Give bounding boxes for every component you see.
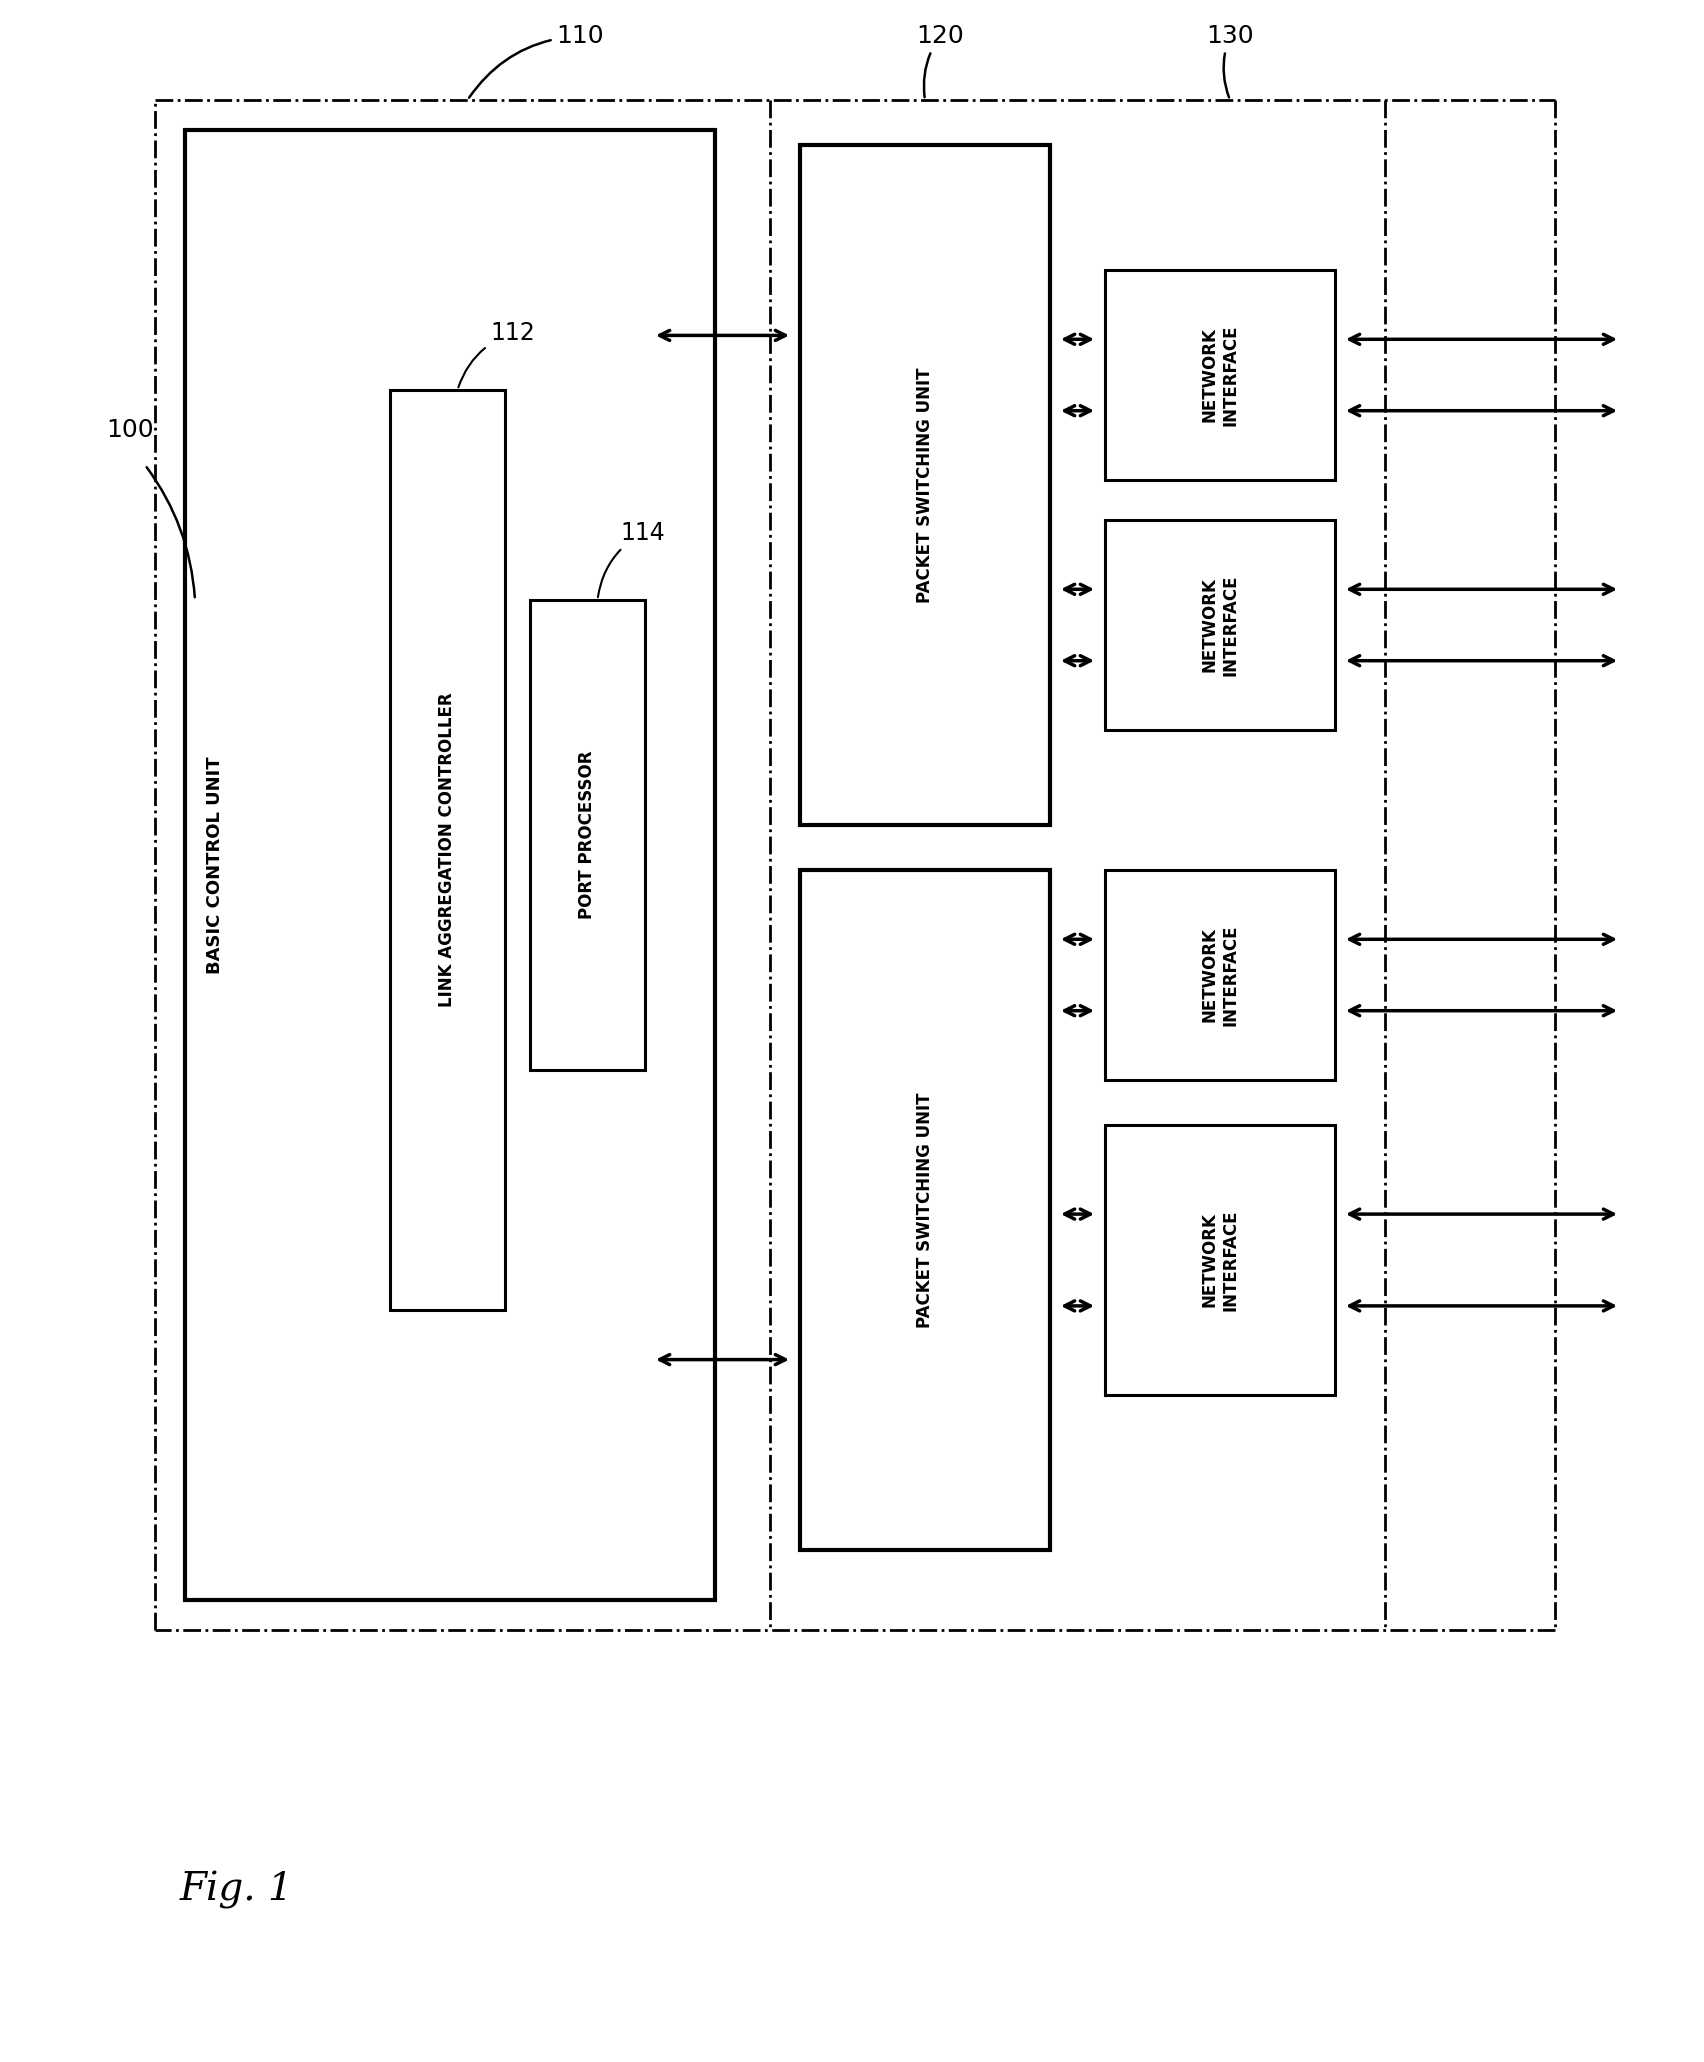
Bar	[799, 144, 1050, 825]
Text: 130: 130	[1206, 25, 1254, 97]
Text: 120: 120	[917, 25, 964, 97]
Text: BASIC CONTROL UNIT: BASIC CONTROL UNIT	[206, 757, 223, 973]
Text: LINK AGGREGATION CONTROLLER: LINK AGGREGATION CONTROLLER	[438, 693, 457, 1008]
Bar	[530, 600, 646, 1070]
Text: 114: 114	[598, 522, 665, 598]
Text: NETWORK
INTERFACE: NETWORK INTERFACE	[1201, 1208, 1239, 1311]
Text: NETWORK
INTERFACE: NETWORK INTERFACE	[1201, 573, 1239, 676]
Bar	[1104, 270, 1334, 480]
Text: 110: 110	[469, 25, 603, 97]
Text: NETWORK
INTERFACE: NETWORK INTERFACE	[1201, 324, 1239, 425]
Text: 112: 112	[458, 322, 535, 388]
Text: NETWORK
INTERFACE: NETWORK INTERFACE	[1201, 924, 1239, 1025]
Text: 100: 100	[106, 419, 153, 441]
Text: PACKET SWITCHING UNIT: PACKET SWITCHING UNIT	[917, 367, 934, 602]
Text: PORT PROCESSOR: PORT PROCESSOR	[578, 751, 596, 920]
Bar	[1104, 1126, 1334, 1396]
Bar	[799, 870, 1050, 1551]
Bar	[186, 130, 716, 1600]
Bar	[1104, 520, 1334, 730]
Text: PACKET SWITCHING UNIT: PACKET SWITCHING UNIT	[917, 1093, 934, 1328]
Bar	[390, 390, 504, 1309]
Text: Fig. 1: Fig. 1	[181, 1870, 293, 1909]
Bar	[1104, 870, 1334, 1080]
